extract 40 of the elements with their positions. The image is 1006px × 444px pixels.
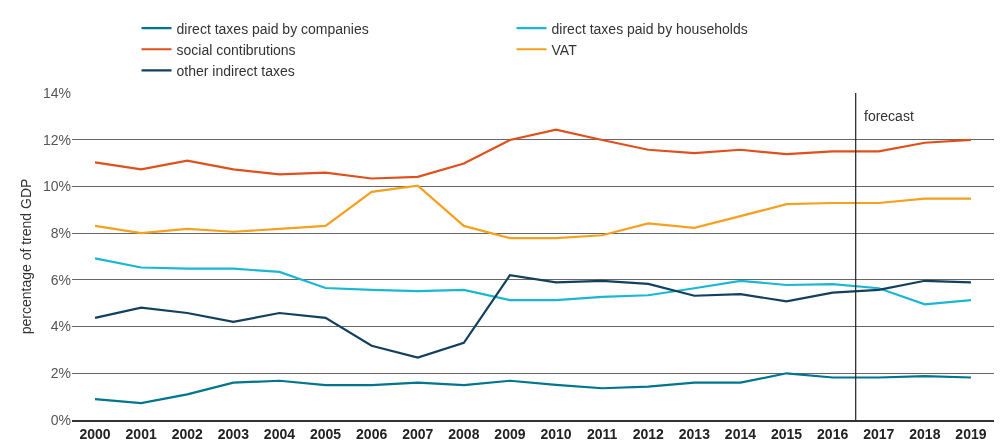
- x-tick-label: 2005: [309, 425, 342, 442]
- x-tick-label: 2003: [217, 425, 250, 442]
- y-tick-label: 10%: [42, 178, 71, 195]
- x-tick-label: 2017: [863, 425, 895, 442]
- x-tick-label: 2002: [171, 425, 204, 442]
- x-tick-label: 2004: [263, 425, 296, 442]
- y-axis-title: percentage of trend GDP: [17, 178, 34, 335]
- x-tick-label: 2018: [909, 425, 941, 442]
- x-tick-label: 2010: [540, 425, 572, 442]
- x-tick-label: 2008: [448, 425, 480, 442]
- x-tick-label: 2013: [678, 425, 711, 442]
- legend-label: direct taxes paid by companies: [176, 20, 369, 37]
- x-tick-label: 2016: [817, 425, 849, 442]
- ref-line-label: forecast: [864, 108, 914, 124]
- legend-label: direct taxes paid by households: [551, 20, 748, 37]
- x-tick-label: 2015: [770, 425, 803, 442]
- y-tick-label: 8%: [50, 225, 71, 242]
- x-tick-label: 2012: [632, 425, 665, 442]
- y-tick-label: 2%: [50, 365, 71, 382]
- line-series: [93, 184, 973, 240]
- y-tick-label: 14%: [42, 84, 71, 101]
- line-series: [93, 257, 973, 306]
- legend-label: social contibrutions: [176, 41, 296, 58]
- y-tick-label: 0%: [50, 411, 71, 428]
- legend-label: other indirect taxes: [176, 62, 295, 79]
- line-series: [93, 128, 973, 180]
- y-tick-label: 4%: [50, 318, 71, 335]
- x-tick-label: 2019: [955, 425, 987, 442]
- x-tick-label: 2000: [79, 425, 111, 442]
- x-tick-label: 2011: [586, 425, 618, 442]
- line-series: [93, 274, 973, 359]
- x-tick-label: 2001: [125, 425, 157, 442]
- y-tick-label: 12%: [42, 131, 71, 148]
- y-tick-label: 6%: [50, 271, 71, 288]
- line-series: [93, 372, 973, 405]
- x-tick-label: 2009: [494, 425, 526, 442]
- x-tick-label: 2007: [402, 425, 434, 442]
- x-tick-label: 2006: [356, 425, 388, 442]
- x-tick-label: 2014: [724, 425, 757, 442]
- legend-label: VAT: [551, 41, 578, 58]
